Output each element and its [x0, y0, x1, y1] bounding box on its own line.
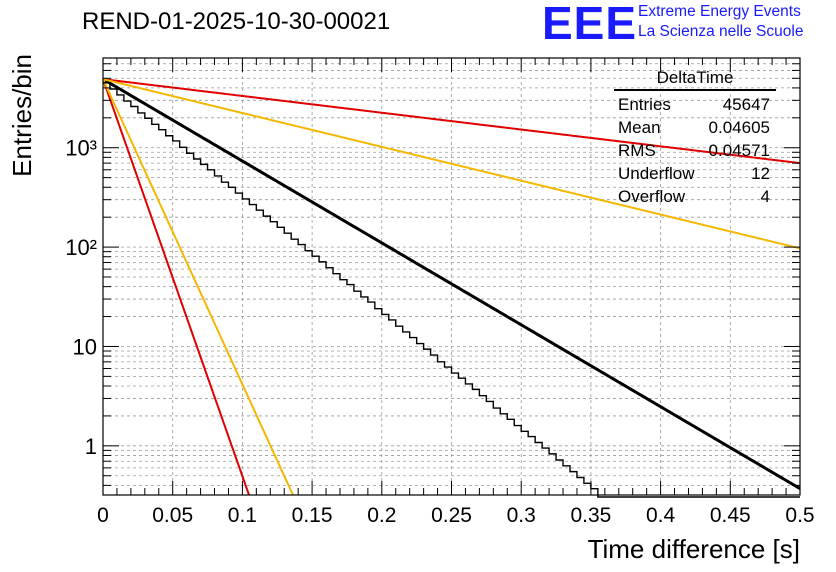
stats-box: DeltaTime Entries 45647 Mean 0.04605 RMS… [614, 68, 776, 208]
histogram-bin [103, 83, 110, 495]
histogram-bin [263, 216, 270, 495]
histogram-bin [298, 245, 305, 495]
x-axis-label: Time difference [s] [588, 534, 800, 564]
histogram-bin [124, 101, 131, 495]
x-tick-label: 0.5 [785, 504, 814, 527]
histogram-bin [458, 378, 465, 495]
y-tick-label: 10³ [65, 136, 97, 161]
histogram-bin [152, 124, 159, 495]
x-tick-label: 0.1 [228, 504, 257, 527]
histogram-bin [507, 419, 514, 495]
stats-label: Mean [618, 118, 661, 137]
stats-value: 0.04605 [708, 118, 770, 137]
histogram-bin [110, 89, 117, 495]
x-tick-label: 0.35 [570, 504, 611, 527]
fit-curve [102, 78, 250, 496]
x-tick-label: 0.3 [507, 504, 536, 527]
histogram-bin [479, 396, 486, 495]
y-tick-label: 1 [85, 434, 97, 459]
tick-labels: 0 0.05 0.1 0.15 0.2 0.25 0.3 0.35 0.4 0.45 0.5 1 10 1… [65, 136, 814, 527]
fit-curve [102, 78, 294, 496]
histogram-bin [235, 193, 242, 495]
stats-row-overflow: Overflow 4 [614, 185, 776, 208]
histogram-bin [166, 136, 173, 495]
histogram-bin [333, 274, 340, 495]
histogram-bin [486, 401, 493, 495]
stats-label: RMS [618, 141, 656, 160]
histogram-line [103, 82, 800, 498]
histogram-bin [570, 472, 577, 495]
stats-row-mean: Mean 0.04605 [614, 116, 776, 139]
fit-curve [102, 78, 801, 250]
x-tick-label: 0.15 [292, 504, 333, 527]
histogram-series [103, 82, 800, 498]
fit-curves [102, 77, 801, 496]
histogram-bin [549, 454, 556, 495]
logo-subtitle-1: Extreme Energy Events [638, 3, 801, 20]
stats-row-entries: Entries 45647 [614, 93, 776, 116]
histogram-bin [577, 478, 584, 495]
stats-value: 45647 [722, 95, 770, 114]
x-tick-label: 0.25 [431, 504, 472, 527]
fit-curve [102, 78, 801, 165]
histogram-bin [354, 291, 361, 495]
histogram-bin [319, 262, 326, 495]
histogram-bin [249, 205, 256, 495]
x-tick-label: 0.45 [710, 504, 751, 527]
x-tick-label: 0.05 [152, 504, 193, 527]
histogram-bin [452, 373, 459, 495]
logo-subtitle-2: La Scienza nelle Scuole [638, 23, 804, 40]
x-tick-label: 0.2 [367, 504, 396, 527]
stats-row-underflow: Underflow 12 [614, 162, 776, 185]
histogram-bin [291, 239, 298, 495]
histogram-bin [465, 384, 472, 495]
histogram-bin [117, 95, 124, 495]
histogram-bin [528, 437, 535, 495]
y-axis-label: Entries/bin [7, 54, 37, 177]
stats-label: Overflow [618, 187, 686, 206]
stats-value: 12 [751, 164, 770, 183]
histogram-bin [256, 210, 263, 495]
histogram-bin [493, 408, 500, 495]
stats-box-title: DeltaTime [614, 68, 776, 91]
histogram-bin [417, 344, 424, 495]
histogram-bin [159, 130, 166, 495]
axis-ticks [102, 58, 801, 495]
histogram-bin [305, 251, 312, 495]
histogram-bin [340, 280, 347, 495]
histogram-bin [194, 159, 201, 495]
histogram-bin [187, 153, 194, 495]
histogram-bin [312, 256, 319, 495]
histogram-bin [556, 460, 563, 495]
x-tick-label: 0 [97, 504, 109, 527]
histogram-bin [361, 297, 368, 495]
eee-logo-mark: EEE [542, 0, 638, 49]
stats-label: Underflow [618, 164, 695, 183]
histogram-bin [347, 285, 354, 495]
stats-value: 4 [760, 187, 770, 206]
stats-row-rms: RMS 0.04571 [614, 139, 776, 162]
histogram-bin [375, 309, 382, 495]
histogram-bin [438, 362, 445, 495]
stats-label: Entries [618, 95, 671, 114]
chart-title: REND-01-2025-10-30-00021 [82, 8, 391, 35]
histogram-bin [514, 426, 521, 495]
y-tick-label: 10² [65, 235, 97, 260]
histogram-bin [424, 349, 431, 495]
histogram-bin [591, 489, 598, 495]
histogram-bin [396, 326, 403, 495]
histogram-bin [277, 227, 284, 495]
histogram-bin [173, 141, 180, 495]
histogram-bin [131, 107, 138, 495]
y-tick-label: 10 [73, 334, 97, 359]
fit-curve [102, 77, 801, 490]
eee-logo: EEE Extreme Energy Events La Scienza nel… [542, 0, 832, 49]
histogram-bin [201, 164, 208, 495]
histogram-bin [472, 389, 479, 495]
histogram-bin [563, 466, 570, 495]
histogram-bin [500, 414, 507, 495]
stats-value: 0.04571 [708, 141, 770, 160]
x-tick-label: 0.4 [646, 504, 676, 527]
